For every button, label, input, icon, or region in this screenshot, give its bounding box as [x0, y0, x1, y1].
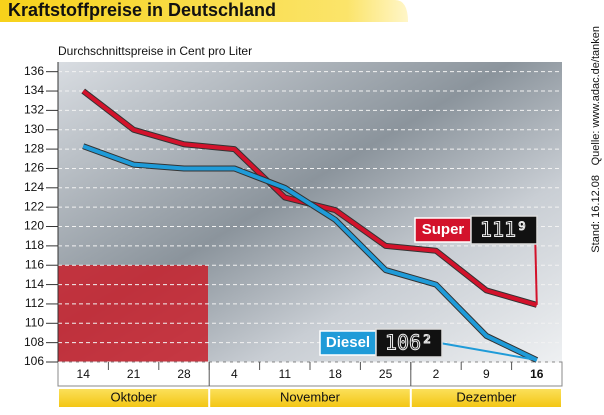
source-note: Quelle: www.adac.de/tanken: [590, 26, 602, 165]
value-label: 111⁹: [480, 218, 528, 242]
badge-display: [375, 328, 443, 358]
y-tick-label: 124: [24, 180, 44, 194]
y-tick-label: 130: [24, 122, 44, 136]
y-tick-label: 134: [24, 83, 44, 97]
y-tick-label: 136: [24, 64, 44, 78]
y-tick-label: 112: [25, 296, 44, 310]
badge-name-box: [319, 330, 377, 356]
month-label: Dezember: [456, 389, 517, 404]
y-tick-label: 116: [25, 257, 44, 271]
month-label: November: [280, 389, 341, 404]
y-tick-label: 132: [24, 103, 44, 117]
background-shape: [58, 265, 208, 362]
month-band: [59, 389, 209, 407]
chart-title: Kraftstoffpreise in Deutschland: [8, 0, 276, 20]
month-band: [210, 389, 410, 407]
x-tick-label: 4: [231, 367, 238, 381]
y-tick-label: 108: [24, 335, 44, 349]
x-tick-label: 16: [530, 367, 544, 381]
x-tick-label: 2: [433, 367, 440, 381]
y-tick-label: 120: [24, 219, 44, 233]
y-tick-label: 110: [25, 315, 44, 329]
y-tick-label: 122: [24, 199, 44, 213]
y-tick-label: 114: [25, 277, 44, 291]
subtitle: Durchschnittspreise in Cent pro Liter: [58, 44, 252, 58]
x-tick-label: 18: [329, 367, 343, 381]
legend-label: Super: [422, 221, 465, 238]
month-label: Oktober: [110, 389, 157, 404]
title-bar: [0, 0, 408, 22]
badge-pointer: [439, 342, 537, 362]
badge-display: [470, 215, 538, 245]
x-tick-label: 25: [379, 367, 393, 381]
y-tick-label: 128: [24, 141, 44, 155]
badge-name-box: [414, 217, 472, 243]
x-tick-label: 21: [127, 367, 141, 381]
x-tick-label: 28: [177, 367, 191, 381]
y-tick-label: 118: [25, 238, 44, 252]
x-tick-label: 9: [483, 367, 490, 381]
y-tick-label: 126: [24, 161, 44, 175]
y-tick-label: 106: [24, 354, 44, 368]
month-band: [411, 389, 561, 407]
legend-label: Diesel: [326, 334, 370, 351]
x-tick-label: 11: [279, 367, 292, 381]
x-tick-label: 14: [77, 367, 91, 381]
series-line: [82, 144, 538, 362]
value-label: 106²: [385, 331, 433, 355]
date-note: Stand: 16.12.08: [590, 175, 602, 253]
